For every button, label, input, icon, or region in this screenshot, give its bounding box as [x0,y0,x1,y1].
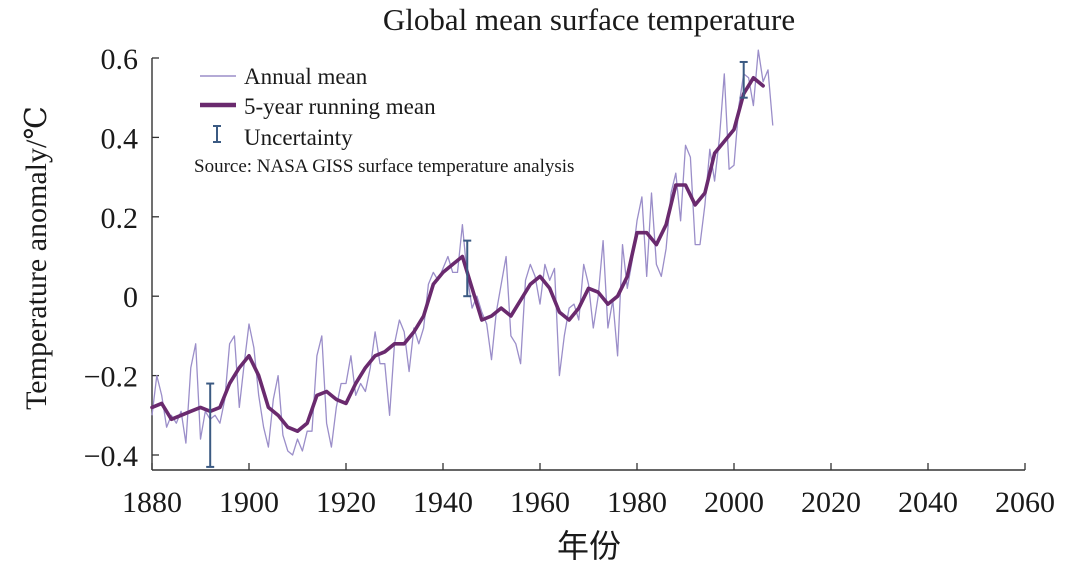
x-tick-label: 1900 [219,486,279,519]
y-tick-label: 0.2 [101,202,139,235]
x-tick-label: 1960 [510,486,570,519]
axis-ticks [151,57,1026,470]
y-tick-label: 0.6 [101,43,139,76]
x-tick-label: 1980 [607,486,667,519]
legend-label-annual: Annual mean [244,64,368,89]
legend-swatch-uncertainty [213,125,221,143]
x-tick-label: 2040 [898,486,958,519]
uncertainty-bars [206,60,748,468]
plot-area: 1880 1900 1920 1940 1960 1980 2000 2020 2040 2060… [84,43,1055,519]
x-tick-label: 1920 [316,486,376,519]
axis-tick-labels: 1880 1900 1920 1940 1960 1980 2000 2020 2040 2060… [84,43,1055,519]
y-tick-label: −0.2 [84,361,138,394]
x-axis-label: 年份 [557,528,621,564]
chart-title: Global mean surface temperature [383,2,795,37]
x-tick-label: 2020 [801,486,861,519]
source-note: Source: NASA GISS surface temperature an… [194,156,574,177]
running-mean-line [150,76,765,434]
legend: Annual mean 5-year running mean Uncertai… [194,64,574,177]
legend-label-running: 5-year running mean [244,94,436,119]
x-tick-label: 1940 [413,486,473,519]
x-tick-label: 1880 [122,486,182,519]
y-tick-label: 0 [123,281,138,314]
x-tick-label: 2000 [704,486,764,519]
legend-label-uncertainty: Uncertainty [244,125,353,150]
y-tick-label: 0.4 [101,122,139,155]
uncertainty-bar [463,239,472,298]
y-axis-label: Temperature anomaly/℃ [20,106,53,410]
uncertainty-bar [739,60,748,99]
x-tick-label: 2060 [995,486,1055,519]
y-tick-label: −0.4 [84,440,138,473]
uncertainty-bar [206,382,215,468]
